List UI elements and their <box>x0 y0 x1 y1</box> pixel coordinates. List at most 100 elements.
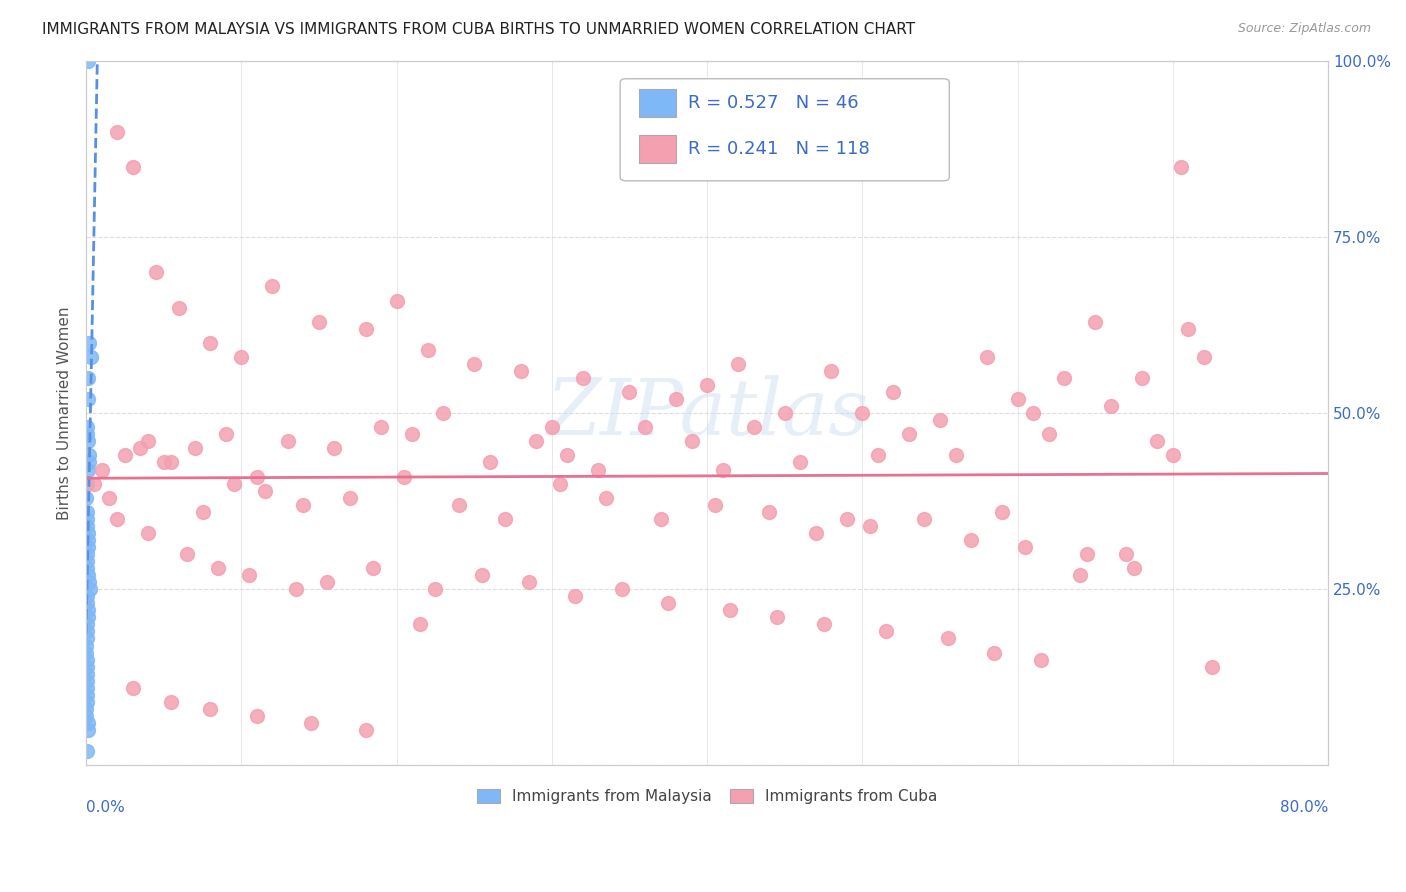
Point <box>76 392 98 406</box>
Point <box>882 385 904 400</box>
Point <box>548 476 571 491</box>
Point <box>696 378 718 392</box>
Point <box>238 568 260 582</box>
Point <box>1115 547 1137 561</box>
Point <box>960 533 983 547</box>
Point <box>851 406 873 420</box>
Point <box>77 371 100 385</box>
Point <box>77 610 100 624</box>
Point <box>1038 427 1060 442</box>
Text: IMMIGRANTS FROM MALAYSIA VS IMMIGRANTS FROM CUBA BIRTHS TO UNMARRIED WOMEN CORRE: IMMIGRANTS FROM MALAYSIA VS IMMIGRANTS F… <box>42 22 915 37</box>
Point <box>76 723 98 737</box>
Point <box>976 350 998 364</box>
Point <box>160 455 183 469</box>
Point <box>1099 399 1122 413</box>
Point <box>914 512 936 526</box>
Point <box>1053 371 1076 385</box>
Point <box>432 406 454 420</box>
Point <box>77 335 100 350</box>
Point <box>416 343 439 357</box>
Point <box>727 357 749 371</box>
Y-axis label: Births to Unmarried Women: Births to Unmarried Women <box>58 307 72 520</box>
Point <box>1177 321 1199 335</box>
Point <box>820 364 842 378</box>
Point <box>1022 406 1045 420</box>
Point <box>222 476 245 491</box>
Point <box>1201 659 1223 673</box>
Point <box>77 716 100 731</box>
Point <box>471 568 494 582</box>
Point <box>385 293 408 308</box>
Point <box>76 688 98 702</box>
Point <box>76 476 98 491</box>
Legend: Immigrants from Malaysia, Immigrants from Cuba: Immigrants from Malaysia, Immigrants fro… <box>471 783 943 811</box>
Point <box>1076 547 1098 561</box>
Point <box>284 582 307 597</box>
Point <box>76 525 98 540</box>
Point <box>354 723 377 737</box>
Text: 0.0%: 0.0% <box>86 800 125 815</box>
Point <box>76 589 98 603</box>
Point <box>339 491 361 505</box>
Point <box>595 491 617 505</box>
Point <box>494 512 516 526</box>
Point <box>610 582 633 597</box>
Point <box>76 596 98 610</box>
Point <box>75 709 97 723</box>
Point <box>292 498 315 512</box>
Point <box>246 469 269 483</box>
Point <box>859 518 882 533</box>
Point <box>742 420 765 434</box>
Point <box>76 512 98 526</box>
Point <box>76 518 98 533</box>
Point <box>711 462 734 476</box>
Point <box>76 673 98 688</box>
Point <box>572 371 595 385</box>
Point <box>1007 392 1029 406</box>
Point <box>703 498 725 512</box>
Point <box>262 279 284 293</box>
Point <box>114 449 136 463</box>
Point <box>789 455 811 469</box>
Point <box>929 413 952 427</box>
Point <box>517 575 540 590</box>
Point <box>77 533 100 547</box>
Point <box>83 476 105 491</box>
Point <box>76 561 98 575</box>
Point <box>77 603 100 617</box>
Point <box>77 540 100 554</box>
Point <box>718 603 741 617</box>
Point <box>152 455 174 469</box>
Point <box>76 652 98 666</box>
Point <box>634 420 657 434</box>
Text: 80.0%: 80.0% <box>1279 800 1329 815</box>
Point <box>370 420 392 434</box>
Point <box>557 449 579 463</box>
Point <box>191 505 214 519</box>
Point <box>936 632 959 646</box>
Point <box>76 568 98 582</box>
Point <box>758 505 780 519</box>
Point <box>447 498 470 512</box>
Point <box>1130 371 1153 385</box>
Point <box>75 491 97 505</box>
Point <box>129 442 152 456</box>
Point <box>76 666 98 681</box>
Point <box>76 624 98 639</box>
Point <box>77 449 100 463</box>
Point <box>409 617 432 632</box>
Point <box>1123 561 1146 575</box>
Point <box>215 427 238 442</box>
Point <box>866 449 889 463</box>
Point <box>75 702 97 716</box>
Point <box>401 427 423 442</box>
Point <box>835 512 858 526</box>
Point <box>524 434 547 449</box>
Point <box>76 54 98 69</box>
Point <box>121 681 143 695</box>
Point <box>76 744 98 758</box>
Point <box>564 589 586 603</box>
Point <box>478 455 501 469</box>
Point <box>650 512 672 526</box>
Point <box>253 483 276 498</box>
